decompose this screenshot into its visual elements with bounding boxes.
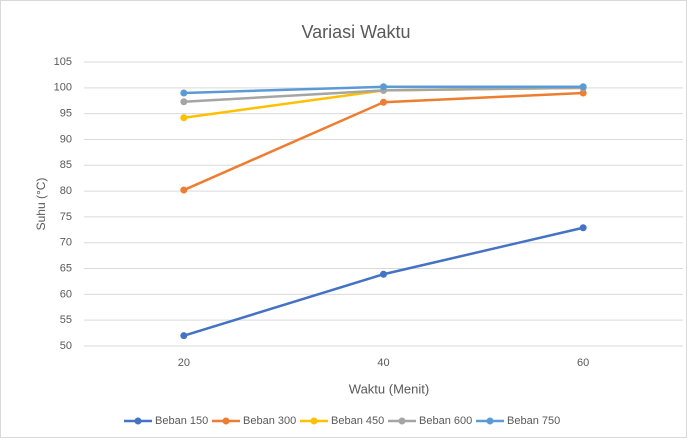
- legend-marker: [134, 417, 142, 425]
- point: [180, 332, 188, 340]
- y-tick-label: 70: [60, 237, 72, 249]
- legend-label: Beban 750: [507, 415, 560, 427]
- legend-label: Beban 300: [243, 415, 296, 427]
- y-tick-label: 65: [60, 262, 72, 274]
- y-tick-label: 85: [60, 159, 72, 171]
- x-tick-label: 40: [377, 357, 389, 369]
- point: [380, 270, 387, 278]
- legend-label: Beban 150: [155, 415, 208, 427]
- legend-label: Beban 450: [331, 415, 384, 427]
- y-tick-label: 75: [60, 211, 72, 223]
- y-tick-label: 100: [54, 82, 72, 94]
- x-tick-label: 60: [577, 357, 589, 369]
- x-axis-label: Waktu (Menit): [349, 381, 429, 396]
- y-tick-label: 60: [60, 288, 72, 300]
- y-tick-label: 105: [54, 56, 72, 68]
- y-tick-label: 95: [60, 108, 72, 120]
- y-axis-label: Suhu (°C): [34, 178, 48, 231]
- point: [579, 83, 587, 91]
- point: [579, 224, 587, 232]
- point: [380, 83, 387, 91]
- point: [380, 98, 387, 106]
- legend-marker: [398, 417, 406, 425]
- point: [180, 98, 188, 106]
- y-tick-label: 80: [60, 185, 72, 197]
- point: [579, 89, 587, 97]
- y-tick-label: 55: [60, 314, 72, 326]
- legend-label: Beban 600: [419, 415, 472, 427]
- legend-marker: [486, 417, 494, 425]
- point: [180, 114, 188, 122]
- point: [180, 89, 188, 97]
- y-tick-label: 50: [60, 340, 72, 352]
- y-tick-label: 90: [60, 133, 72, 145]
- x-tick-label: 20: [178, 357, 190, 369]
- legend-marker: [222, 417, 230, 425]
- chart-title: Variasi Waktu: [301, 22, 410, 42]
- point: [180, 186, 188, 194]
- legend-marker: [310, 417, 318, 425]
